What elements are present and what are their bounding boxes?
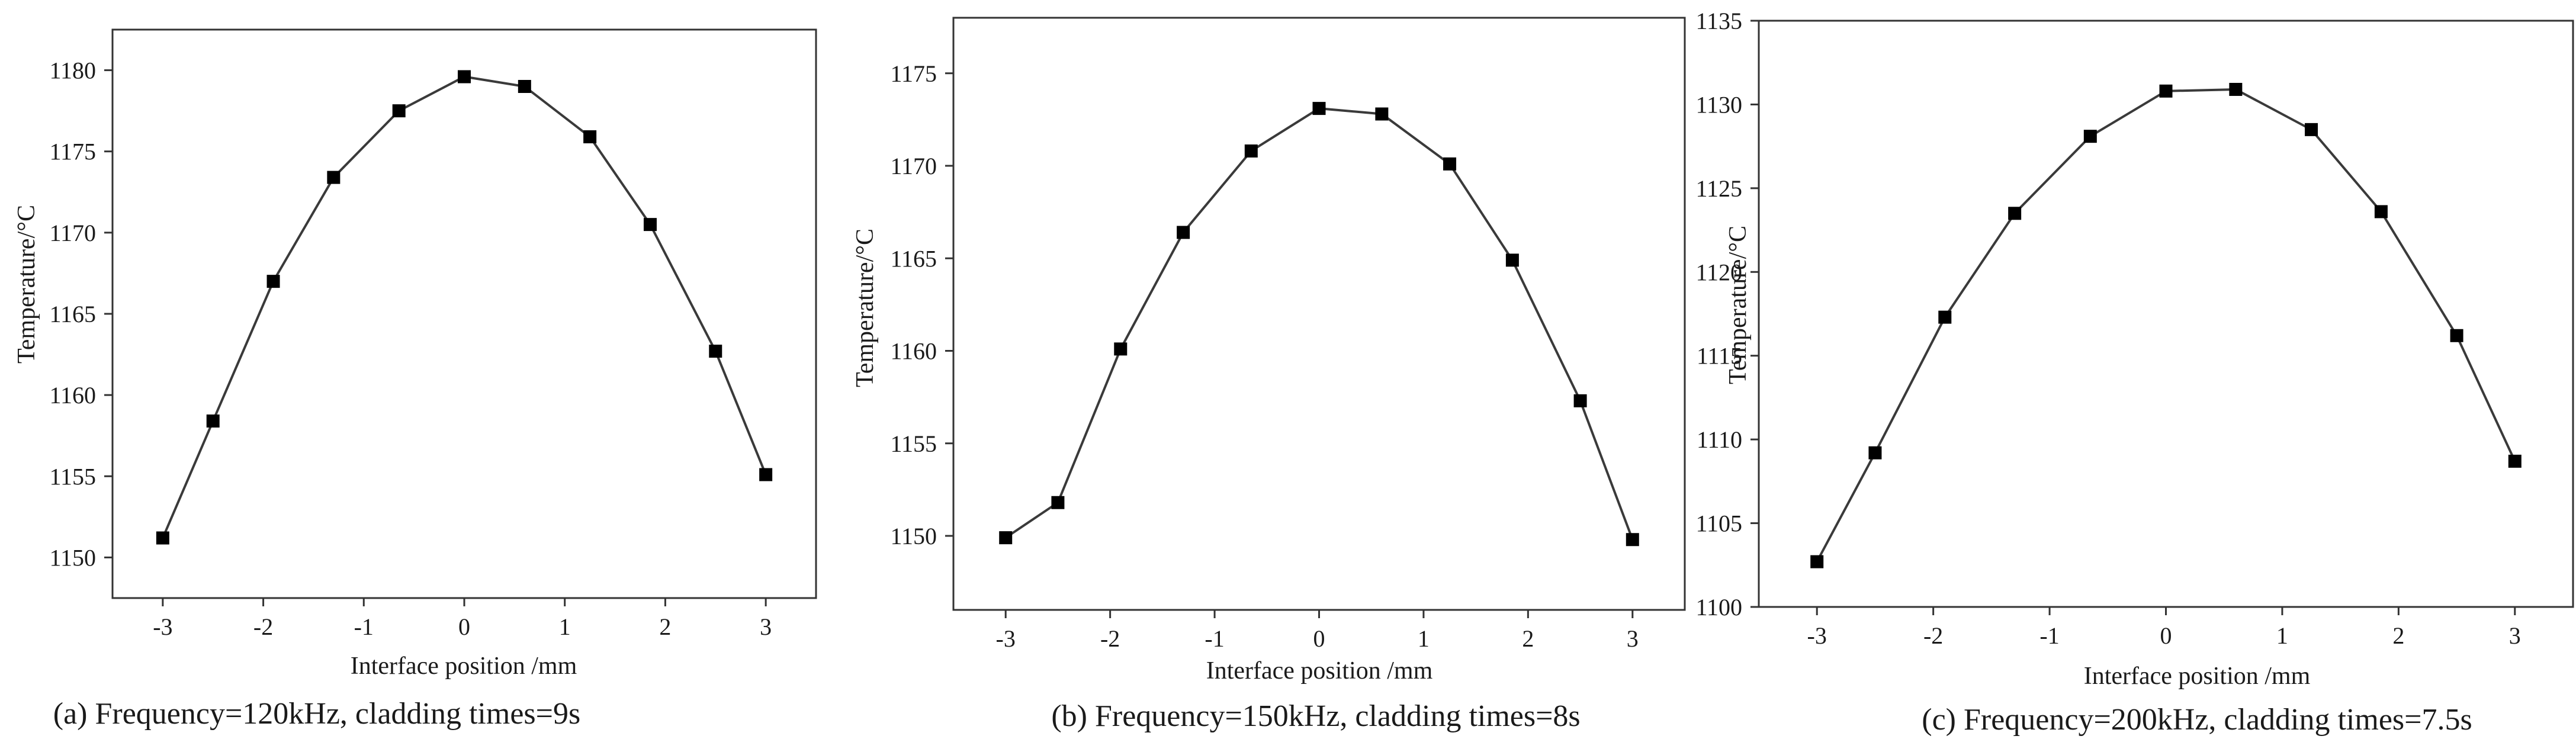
y-tick-label: 1175 — [49, 139, 96, 165]
xlabel-b: Interface position /mm — [1206, 657, 1433, 684]
x-tick-label: 0 — [2160, 622, 2172, 649]
data-point — [2159, 84, 2173, 98]
data-point — [2008, 207, 2022, 220]
x-tick-label: -3 — [996, 625, 1016, 652]
y-tick-label: 1110 — [1697, 426, 1742, 453]
y-tick-label: 1100 — [1695, 594, 1742, 621]
y-tick-label: 1125 — [1695, 175, 1742, 202]
caption-a: (a) Frequency=120kHz, cladding times=9s — [53, 697, 580, 731]
data-point — [2508, 454, 2522, 468]
data-point — [1810, 555, 1824, 568]
data-point — [1573, 394, 1587, 407]
ylabel-c: Temperature/°C — [1724, 226, 1752, 384]
data-point — [1051, 496, 1065, 509]
caption-b: (b) Frequency=150kHz, cladding times=8s — [1051, 699, 1580, 733]
y-tick-label: 1150 — [890, 523, 937, 549]
data-point — [206, 414, 220, 428]
y-tick-label: 1180 — [49, 57, 96, 84]
x-tick-label: -2 — [253, 613, 273, 640]
data-point — [1938, 310, 1952, 324]
data-point — [1505, 253, 1519, 267]
panel-a: (a) Frequency=120kHz, cladding times=9s … — [13, 28, 817, 731]
plot-frame — [111, 28, 817, 599]
y-tick-label: 1150 — [49, 544, 96, 571]
x-tick-label: -2 — [1100, 625, 1120, 652]
xlabel-c: Interface position /mm — [2084, 663, 2311, 690]
plot-frame — [1758, 20, 2574, 608]
data-point — [2229, 82, 2243, 96]
data-point — [643, 218, 657, 232]
y-tick-label: 1170 — [49, 220, 96, 246]
data-point — [2374, 205, 2388, 218]
x-tick-label: 0 — [1313, 625, 1325, 652]
y-tick-label: 1160 — [890, 338, 937, 365]
y-tick-label: 1165 — [49, 301, 96, 327]
x-tick-label: 2 — [659, 613, 671, 640]
data-point — [709, 345, 722, 358]
xlabel-a: Interface position /mm — [351, 653, 577, 680]
x-tick-label: 3 — [1627, 625, 1639, 652]
x-tick-label: -1 — [2039, 622, 2059, 649]
panel-c: (c) Frequency=200kHz, cladding times=7.5… — [1695, 8, 2574, 737]
y-tick-label: 1135 — [1695, 8, 1742, 34]
x-tick-label: 0 — [458, 613, 470, 640]
y-tick-label: 1155 — [890, 430, 937, 457]
data-point — [1114, 342, 1128, 356]
x-tick-label: 2 — [2392, 622, 2404, 649]
data-point — [392, 104, 406, 118]
series-line — [1005, 107, 1634, 541]
series-line — [162, 75, 767, 539]
x-tick-label: 3 — [2509, 622, 2521, 649]
x-tick-label: 2 — [1522, 625, 1534, 652]
data-point — [1312, 102, 1326, 115]
y-tick-label: 1130 — [1695, 91, 1742, 118]
data-point — [583, 130, 597, 144]
data-point — [759, 468, 773, 481]
data-point — [458, 70, 471, 83]
x-tick-label: -3 — [153, 613, 172, 640]
data-point — [327, 171, 341, 184]
data-point — [1177, 226, 1190, 239]
x-tick-label: -1 — [354, 613, 374, 640]
data-point — [1443, 157, 1457, 171]
y-tick-label: 1175 — [890, 60, 937, 87]
x-tick-label: 1 — [1418, 625, 1430, 652]
y-tick-label: 1115 — [1697, 343, 1742, 369]
x-tick-label: -1 — [1205, 625, 1224, 652]
y-tick-label: 1120 — [1695, 259, 1742, 285]
y-tick-label: 1105 — [1695, 510, 1742, 537]
x-tick-label: -2 — [1923, 622, 1943, 649]
data-point — [2305, 123, 2318, 136]
caption-c: (c) Frequency=200kHz, cladding times=7.5… — [1922, 703, 2472, 737]
panel-b: (b) Frequency=150kHz, cladding times=8s … — [852, 17, 1686, 733]
y-tick-label: 1170 — [890, 153, 937, 179]
data-point — [156, 531, 169, 545]
y-tick-label: 1160 — [49, 382, 96, 409]
data-point — [266, 275, 280, 288]
data-point — [999, 531, 1013, 545]
data-point — [1868, 446, 1882, 459]
ylabel-b: Temperature/°C — [852, 229, 879, 387]
data-point — [2450, 329, 2463, 342]
data-point — [2083, 130, 2097, 143]
series-line — [1816, 88, 2516, 563]
x-tick-label: -3 — [1807, 622, 1827, 649]
x-tick-label: 3 — [760, 613, 772, 640]
y-tick-label: 1155 — [49, 463, 96, 490]
data-point — [518, 80, 531, 93]
data-point — [1626, 533, 1639, 547]
data-point — [1244, 144, 1258, 158]
x-tick-label: 1 — [559, 613, 571, 640]
ylabel-a: Temperature/°C — [13, 205, 40, 364]
y-tick-label: 1165 — [890, 245, 937, 272]
data-point — [1375, 107, 1389, 121]
x-tick-label: 1 — [2276, 622, 2288, 649]
